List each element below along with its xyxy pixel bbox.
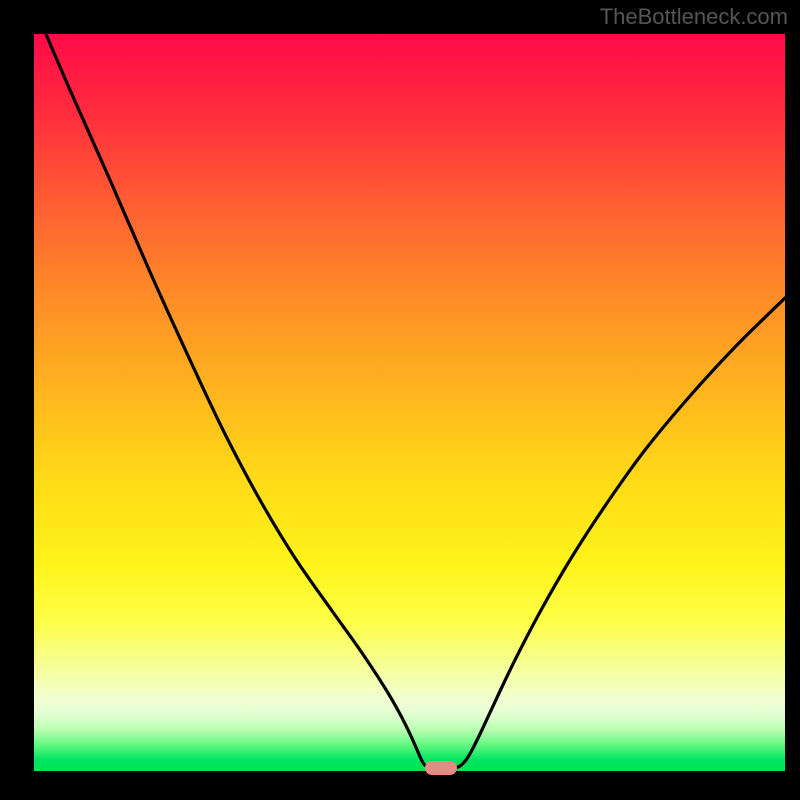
curve-path — [34, 6, 785, 769]
chart-container: TheBottleneck.com — [0, 0, 800, 800]
watermark-text: TheBottleneck.com — [600, 4, 788, 30]
optimal-point-marker — [425, 761, 457, 775]
bottleneck-curve — [0, 0, 800, 800]
